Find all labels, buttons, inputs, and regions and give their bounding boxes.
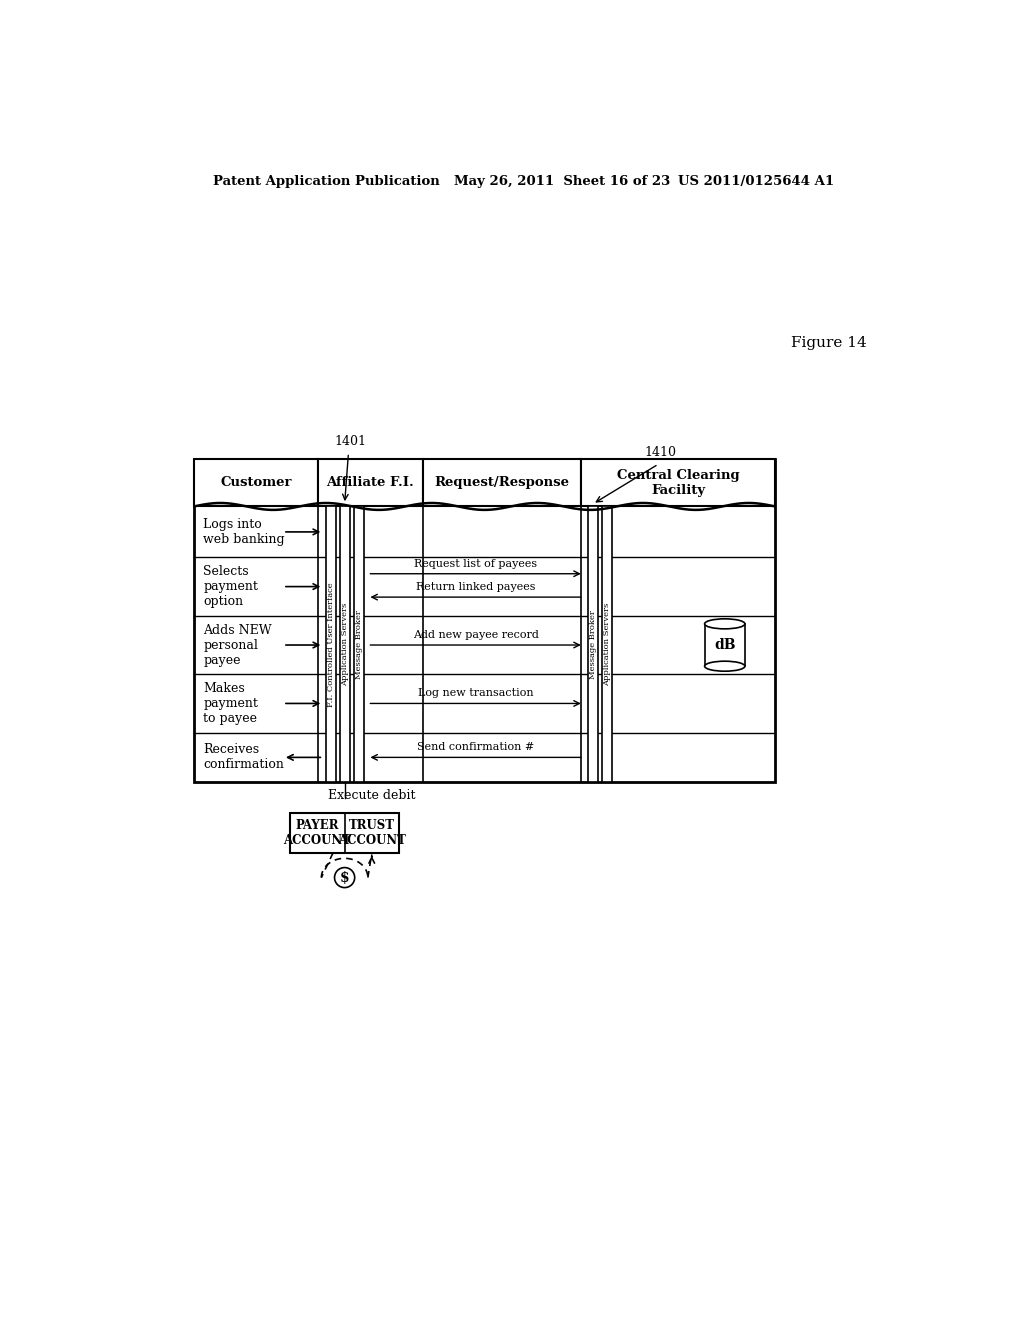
Text: Affiliate F.I.: Affiliate F.I. — [327, 477, 414, 490]
Text: Message Broker: Message Broker — [589, 610, 597, 678]
Bar — [291, 813, 399, 853]
Text: Patent Application Publication: Patent Application Publication — [213, 176, 440, 187]
Text: 1401: 1401 — [334, 434, 366, 447]
Bar — [705, 624, 744, 667]
Text: Central Clearing
Facility: Central Clearing Facility — [616, 469, 739, 496]
Text: dB: dB — [714, 638, 735, 652]
Bar — [353, 507, 364, 781]
Text: Logs into
web banking: Logs into web banking — [203, 517, 285, 546]
Bar — [194, 459, 775, 781]
Bar — [340, 507, 349, 781]
Text: Request/Response: Request/Response — [434, 477, 569, 490]
Text: Receives
confirmation: Receives confirmation — [203, 743, 284, 771]
Text: Customer: Customer — [220, 477, 292, 490]
Text: Message Broker: Message Broker — [354, 610, 362, 678]
Text: Figure 14: Figure 14 — [791, 337, 866, 350]
Text: 1410: 1410 — [644, 446, 676, 459]
Text: Execute debit: Execute debit — [328, 789, 416, 803]
Bar — [423, 459, 582, 507]
Bar — [582, 459, 775, 507]
Text: Application Servers: Application Servers — [341, 603, 348, 686]
Bar — [588, 507, 598, 781]
Ellipse shape — [705, 619, 744, 628]
Bar — [601, 507, 611, 781]
Text: Add new payee record: Add new payee record — [413, 630, 539, 640]
Text: Send confirmation #: Send confirmation # — [417, 742, 535, 752]
Text: Log new transaction: Log new transaction — [418, 688, 534, 698]
Text: Application Servers: Application Servers — [602, 603, 610, 686]
Bar — [194, 459, 317, 507]
Text: Return linked payees: Return linked payees — [416, 582, 536, 593]
Text: F.I. Controlled User Interface: F.I. Controlled User Interface — [327, 582, 335, 706]
Text: Adds NEW
personal
payee: Adds NEW personal payee — [203, 623, 271, 667]
Text: $: $ — [340, 871, 349, 884]
Text: Selects
payment
option: Selects payment option — [203, 565, 258, 609]
Text: May 26, 2011  Sheet 16 of 23: May 26, 2011 Sheet 16 of 23 — [454, 176, 670, 187]
Bar — [317, 459, 423, 507]
Circle shape — [335, 867, 354, 887]
Text: TRUST
ACCOUNT: TRUST ACCOUNT — [338, 818, 406, 847]
Text: Makes
payment
to payee: Makes payment to payee — [203, 682, 258, 725]
Bar — [326, 507, 336, 781]
Text: US 2011/0125644 A1: US 2011/0125644 A1 — [678, 176, 835, 187]
Text: PAYER
ACCOUNT: PAYER ACCOUNT — [284, 818, 351, 847]
Ellipse shape — [705, 661, 744, 671]
Text: Request list of payees: Request list of payees — [414, 560, 538, 569]
